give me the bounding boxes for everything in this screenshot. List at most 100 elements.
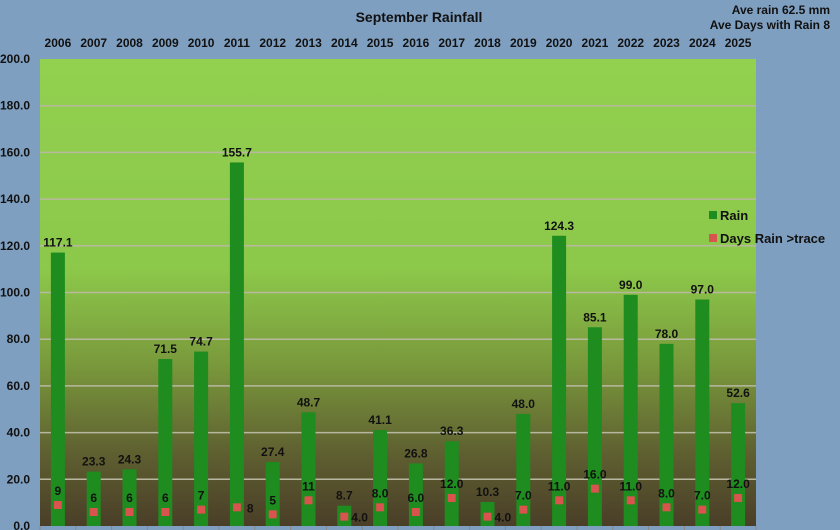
days-value-label: 5 (269, 493, 276, 507)
days-marker (519, 505, 528, 514)
days-marker (483, 512, 492, 521)
rain-bar (695, 299, 710, 526)
y-tick-label: 0.0 (13, 519, 30, 530)
days-marker (125, 507, 134, 516)
rain-value-label: 71.5 (154, 342, 178, 356)
rain-value-label: 97.0 (691, 283, 715, 297)
rain-bar (373, 430, 388, 526)
rain-value-label: 48.0 (512, 397, 536, 411)
rain-bar (444, 441, 459, 526)
days-marker (662, 503, 671, 512)
days-marker (161, 507, 170, 516)
days-value-label: 4.0 (495, 511, 512, 525)
days-marker (698, 505, 707, 514)
days-value-label: 6.0 (408, 491, 425, 505)
days-marker (268, 510, 277, 519)
days-value-label: 4.0 (351, 511, 368, 525)
rain-bar (552, 235, 567, 526)
days-value-label: 12.0 (440, 477, 464, 491)
y-tick-label: 140.0 (0, 192, 30, 206)
days-value-label: 8.0 (372, 486, 389, 500)
x-tick-label: 2017 (438, 36, 465, 50)
chart-title: September Rainfall (356, 9, 483, 25)
rain-bar (659, 343, 674, 526)
y-tick-label: 120.0 (0, 239, 30, 253)
y-tick-label: 200.0 (0, 52, 30, 66)
x-tick-label: 2022 (617, 36, 644, 50)
rain-bar (194, 351, 209, 526)
days-value-label: 8.0 (658, 486, 675, 500)
rain-bar (158, 359, 173, 526)
days-value-label: 11 (302, 479, 315, 493)
days-marker (626, 496, 635, 505)
x-tick-label: 2010 (188, 36, 215, 50)
legend-days-label: Days Rain >trace (720, 231, 825, 246)
rain-bar (731, 403, 746, 526)
days-value-label: 8 (247, 501, 254, 515)
days-marker (53, 500, 62, 509)
days-marker (590, 484, 599, 493)
rain-value-label: 74.7 (189, 335, 213, 349)
rain-value-label: 23.3 (82, 455, 106, 469)
x-tick-label: 2015 (367, 36, 394, 50)
average-days-note: Ave Days with Rain 8 (709, 18, 830, 32)
y-tick-label: 160.0 (0, 145, 30, 159)
rain-bar (265, 462, 280, 526)
rain-bar (623, 294, 638, 526)
rain-value-label: 41.1 (368, 413, 392, 427)
rain-bar (50, 252, 65, 526)
days-marker (232, 503, 241, 512)
rain-value-label: 117.1 (43, 236, 73, 250)
days-value-label: 9 (55, 484, 62, 498)
days-marker (197, 505, 206, 514)
x-tick-label: 2011 (224, 36, 250, 50)
rain-bar (229, 162, 244, 527)
rain-value-label: 155.7 (222, 145, 252, 159)
x-tick-label: 2008 (116, 36, 143, 50)
rain-bar (587, 327, 602, 526)
days-value-label: 11.0 (619, 479, 642, 493)
rain-value-label: 48.7 (297, 395, 321, 409)
days-marker (304, 496, 313, 505)
days-value-label: 11.0 (548, 479, 571, 493)
x-tick-label: 2009 (152, 36, 179, 50)
days-marker (376, 503, 385, 512)
x-tick-label: 2018 (474, 36, 501, 50)
x-tick-label: 2023 (653, 36, 680, 50)
legend: Rain Days Rain >trace (709, 208, 825, 246)
rain-value-label: 24.3 (118, 452, 142, 466)
y-tick-label: 180.0 (0, 99, 30, 113)
days-value-label: 16.0 (583, 468, 607, 482)
rain-value-label: 124.3 (544, 219, 574, 233)
y-tick-label: 40.0 (7, 426, 31, 440)
x-tick-label: 2021 (582, 36, 609, 50)
x-tick-label: 2019 (510, 36, 537, 50)
x-tick-label: 2006 (45, 36, 72, 50)
x-tick-label: 2016 (403, 36, 430, 50)
y-tick-label: 20.0 (7, 472, 31, 486)
y-tick-label: 80.0 (7, 332, 31, 346)
days-value-label: 6 (90, 491, 97, 505)
legend-days-swatch (709, 234, 717, 242)
rain-value-label: 10.3 (476, 485, 500, 499)
x-tick-label: 2007 (80, 36, 107, 50)
y-tick-label: 60.0 (7, 379, 31, 393)
average-rain-note: Ave rain 62.5 mm (731, 3, 830, 17)
days-value-label: 6 (162, 491, 169, 505)
days-value-label: 7.0 (515, 489, 532, 503)
rain-value-label: 99.0 (619, 278, 643, 292)
rain-value-label: 52.6 (726, 386, 750, 400)
days-value-label: 6 (126, 491, 133, 505)
days-value-label: 7.0 (694, 489, 711, 503)
days-value-label: 7 (198, 489, 205, 503)
x-tick-label: 2025 (725, 36, 752, 50)
y-tick-label: 100.0 (0, 286, 30, 300)
rain-value-label: 26.8 (404, 446, 428, 460)
rain-value-label: 78.0 (655, 327, 679, 341)
x-tick-label: 2013 (295, 36, 322, 50)
rain-bar (516, 413, 531, 526)
days-marker (411, 507, 420, 516)
legend-rain-label: Rain (720, 208, 748, 223)
rain-value-label: 27.4 (261, 445, 285, 459)
